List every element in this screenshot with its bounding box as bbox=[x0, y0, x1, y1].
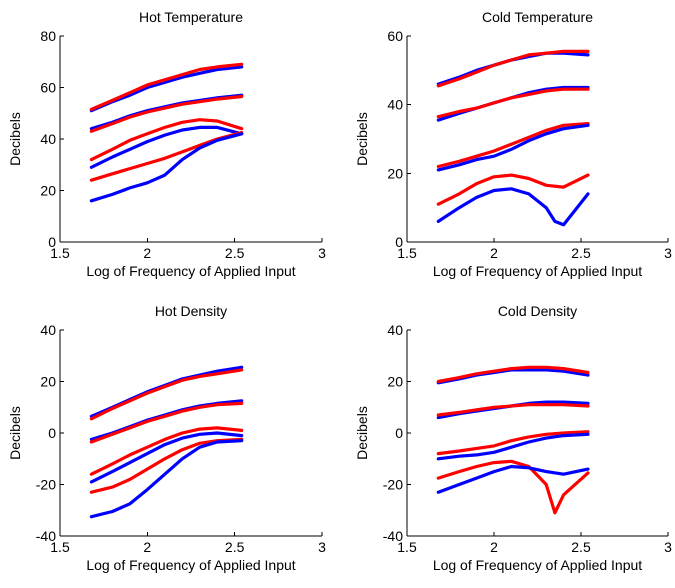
series-line-red bbox=[89, 426, 244, 476]
y-tick-label: -20 bbox=[36, 477, 56, 493]
series-line-blue bbox=[89, 65, 244, 113]
x-tick-label: 2.5 bbox=[571, 539, 591, 555]
series-line-blue bbox=[89, 125, 244, 169]
series-line-blue bbox=[436, 464, 590, 494]
series-line-red bbox=[436, 87, 590, 119]
y-tick-label: 40 bbox=[40, 131, 56, 147]
x-tick-label: 2 bbox=[143, 539, 151, 555]
series-line-red bbox=[89, 368, 244, 421]
y-tick-label: 40 bbox=[40, 322, 56, 338]
series-line-red bbox=[436, 121, 590, 169]
y-tick-label: 0 bbox=[48, 425, 56, 441]
chart-title: Hot Density bbox=[155, 303, 227, 319]
x-tick-label: 1.5 bbox=[50, 245, 70, 261]
x-tick-label: 2.5 bbox=[225, 245, 245, 261]
x-tick-label: 2 bbox=[490, 539, 498, 555]
chart-title: Cold Temperature bbox=[482, 9, 593, 25]
series-line-blue bbox=[89, 132, 244, 203]
x-tick-label: 3 bbox=[318, 539, 326, 555]
y-axis-label: Decibels bbox=[354, 112, 370, 166]
x-tick-label: 2.5 bbox=[571, 245, 591, 261]
y-tick-label: 0 bbox=[395, 234, 403, 250]
y-tick-label: -20 bbox=[383, 477, 403, 493]
x-tick-label: 3 bbox=[664, 539, 672, 555]
y-tick-label: 40 bbox=[387, 322, 403, 338]
series-line-blue bbox=[89, 439, 244, 519]
subplot-4: 1.5 2 2.5 3 -40 -20 0 20 40 Cold Density Log of Fr… bbox=[354, 303, 672, 573]
series-line-blue bbox=[436, 123, 590, 172]
series-line-red bbox=[89, 401, 244, 444]
series-line-red bbox=[89, 94, 244, 133]
x-tick-label: 3 bbox=[318, 245, 326, 261]
y-tick-label: -40 bbox=[36, 528, 56, 544]
x-tick-label: 1.5 bbox=[50, 539, 70, 555]
series-line-blue bbox=[436, 432, 590, 461]
y-axis-label: Decibels bbox=[354, 406, 370, 460]
x-axis-label: Log of Frequency of Applied Input bbox=[433, 263, 642, 279]
x-tick-label: 2 bbox=[143, 245, 151, 261]
chart-title: Cold Density bbox=[498, 303, 577, 319]
y-tick-label: 80 bbox=[40, 28, 56, 44]
subplot-1: 1.5 2 2.5 3 0 20 40 60 80 Hot Temperature Log of F… bbox=[7, 9, 326, 279]
x-axis-label: Log of Frequency of Applied Input bbox=[86, 557, 295, 573]
series-line-red bbox=[89, 437, 244, 494]
series-line-red bbox=[436, 49, 590, 88]
series-line-red bbox=[436, 403, 590, 417]
y-tick-label: 20 bbox=[387, 165, 403, 181]
series-line-red bbox=[436, 173, 590, 206]
series-line-blue bbox=[436, 85, 590, 122]
y-tick-label: 0 bbox=[48, 234, 56, 250]
x-tick-label: 2.5 bbox=[225, 539, 245, 555]
series-line-red bbox=[436, 459, 590, 515]
y-tick-label: 20 bbox=[40, 374, 56, 390]
y-tick-label: 0 bbox=[395, 425, 403, 441]
x-axis-label: Log of Frequency of Applied Input bbox=[433, 557, 642, 573]
subplot-3: 1.5 2 2.5 3 -40 -20 0 20 40 Hot Density Log of Fre… bbox=[7, 303, 326, 573]
y-axis-label: Decibels bbox=[7, 406, 23, 460]
series-line-blue bbox=[89, 431, 244, 484]
x-tick-label: 1.5 bbox=[397, 245, 417, 261]
chart-title: Hot Temperature bbox=[139, 9, 243, 25]
x-tick-label: 3 bbox=[664, 245, 672, 261]
x-axis-label: Log of Frequency of Applied Input bbox=[86, 263, 295, 279]
y-axis-label: Decibels bbox=[7, 112, 23, 166]
y-tick-label: -40 bbox=[383, 528, 403, 544]
series-line-red bbox=[436, 365, 590, 384]
series-line-red bbox=[89, 118, 244, 162]
x-tick-label: 2 bbox=[490, 245, 498, 261]
series-line-red bbox=[436, 430, 590, 456]
y-tick-label: 60 bbox=[387, 28, 403, 44]
y-tick-label: 60 bbox=[40, 80, 56, 96]
x-tick-label: 1.5 bbox=[397, 539, 417, 555]
series-line-red bbox=[89, 62, 244, 112]
subplot-2: 1.5 2 2.5 3 0 20 40 60 Cold Temperature Log of Fr… bbox=[354, 9, 672, 279]
y-tick-label: 20 bbox=[40, 183, 56, 199]
series-line-blue bbox=[436, 187, 590, 227]
y-tick-label: 20 bbox=[387, 374, 403, 390]
y-tick-label: 40 bbox=[387, 97, 403, 113]
